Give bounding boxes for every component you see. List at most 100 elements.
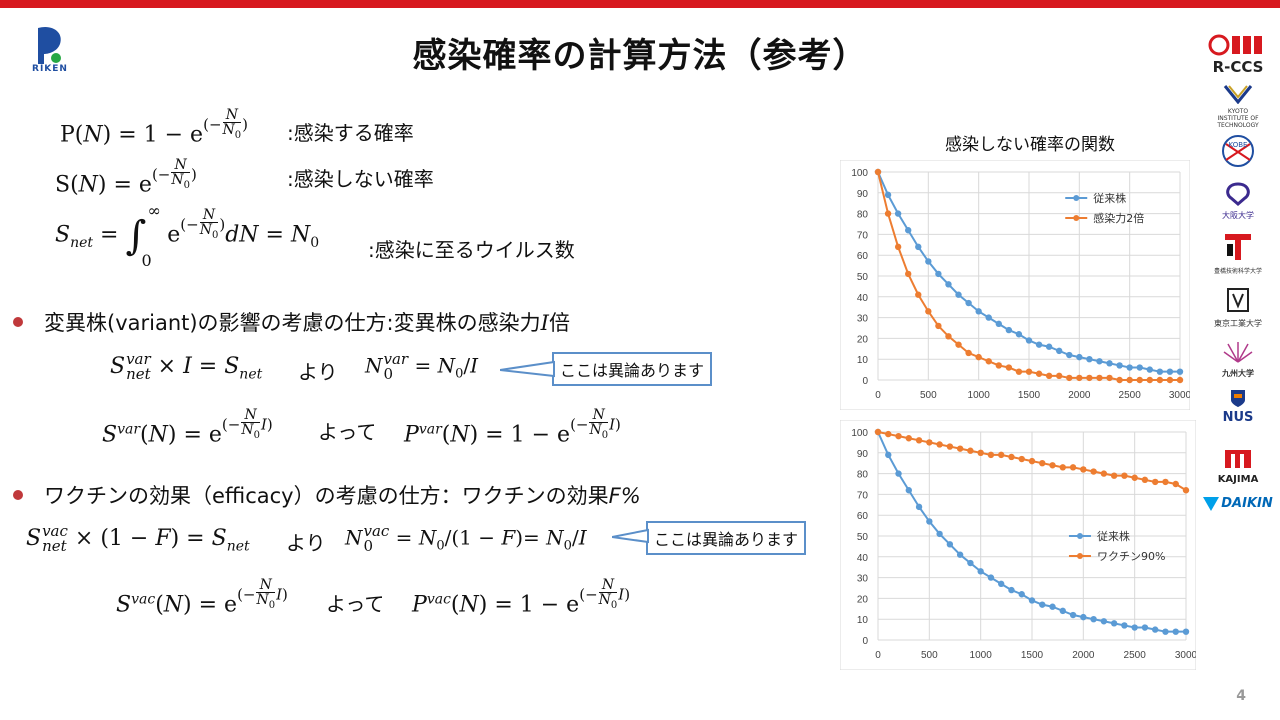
data-point bbox=[1015, 331, 1023, 338]
data-point bbox=[1176, 376, 1184, 384]
bullet-dot bbox=[13, 317, 23, 327]
data-point bbox=[977, 449, 984, 456]
data-point bbox=[935, 322, 942, 330]
s-label: :感染しない確率 bbox=[287, 167, 434, 191]
y-tick-label: 20 bbox=[857, 594, 869, 605]
data-point bbox=[1069, 611, 1077, 619]
osaka-logo-icon bbox=[1226, 182, 1250, 206]
data-point bbox=[935, 270, 942, 278]
bullet-vaccine: ワクチンの効果（efficacy）の考慮の仕方：ワクチンの効果F% bbox=[44, 484, 641, 508]
data-point bbox=[884, 191, 892, 199]
data-point bbox=[1049, 462, 1056, 469]
data-point bbox=[1100, 470, 1108, 477]
data-point bbox=[894, 210, 902, 217]
equation-p: P(N) = 1 − e(− N N0) bbox=[60, 107, 248, 148]
data-point bbox=[1035, 370, 1043, 377]
data-point bbox=[1066, 351, 1073, 359]
data-point bbox=[926, 518, 933, 525]
y-tick-label: 20 bbox=[857, 334, 869, 345]
data-point bbox=[1162, 478, 1169, 486]
logo-daikin: DAIKIN bbox=[1198, 496, 1278, 511]
data-point bbox=[1076, 374, 1083, 382]
titech-logo-text: 東京工業大学 bbox=[1214, 319, 1262, 328]
data-point bbox=[1100, 618, 1108, 625]
data-point bbox=[1182, 487, 1190, 494]
data-point bbox=[1156, 376, 1164, 384]
kyoto-logo-icon bbox=[1223, 85, 1253, 105]
logo-toyohashi: 豊橋技術科学大学 bbox=[1196, 232, 1280, 275]
data-point bbox=[1025, 337, 1033, 344]
data-point bbox=[956, 445, 964, 452]
data-point bbox=[1059, 607, 1066, 615]
daikin-logo-text: DAIKIN bbox=[1221, 496, 1273, 511]
data-point bbox=[967, 559, 974, 567]
logo-rccs: R-CCS bbox=[1196, 34, 1280, 76]
equation-s: S(N) = e(− N N0) bbox=[55, 157, 197, 198]
data-point bbox=[915, 291, 922, 298]
x-tick-label: 3000 bbox=[1169, 390, 1190, 401]
nus-logo-text: NUS bbox=[1222, 410, 1254, 425]
data-point bbox=[1045, 343, 1053, 350]
data-point bbox=[874, 168, 882, 176]
x-tick-label: 1000 bbox=[970, 650, 993, 661]
x-tick-label: 0 bbox=[875, 650, 881, 661]
data-point bbox=[1045, 372, 1053, 380]
y-tick-label: 100 bbox=[851, 428, 868, 439]
yotte-text-1: よって bbox=[318, 420, 377, 444]
chart-title: 感染しない確率の関数 bbox=[945, 135, 1115, 155]
data-point bbox=[998, 451, 1005, 459]
x-tick-label: 2500 bbox=[1124, 650, 1147, 661]
kajima-logo-text: KAJIMA bbox=[1217, 474, 1259, 485]
data-point bbox=[995, 362, 1002, 369]
data-point bbox=[1056, 372, 1063, 380]
kyushu-logo-icon bbox=[1223, 342, 1253, 363]
kyushu-logo-text: 九州大学 bbox=[1222, 369, 1254, 378]
yori-text-1: より bbox=[298, 360, 338, 384]
data-point bbox=[1166, 376, 1174, 384]
slide-title: 感染確率の計算方法（参考） bbox=[412, 36, 868, 76]
logo-kyoto: KYOTO INSTITUTE OF TECHNOLOGY bbox=[1196, 84, 1280, 129]
legend-marker bbox=[1073, 215, 1080, 221]
data-point bbox=[895, 432, 902, 440]
data-point bbox=[1166, 368, 1174, 375]
data-point bbox=[1116, 376, 1123, 384]
data-point bbox=[977, 568, 984, 575]
data-point bbox=[905, 227, 912, 234]
data-point bbox=[955, 291, 962, 298]
data-point bbox=[1049, 603, 1056, 610]
data-point bbox=[995, 320, 1002, 328]
y-tick-label: 80 bbox=[857, 210, 869, 221]
rccs-logo-text: R-CCS bbox=[1212, 58, 1264, 76]
data-point bbox=[1182, 628, 1190, 635]
bullet-variant: 変異株(variant)の影響の考慮の仕方:変異株の感染力I倍 bbox=[44, 311, 570, 335]
y-tick-label: 30 bbox=[857, 574, 869, 585]
x-tick-label: 500 bbox=[920, 390, 937, 401]
y-tick-label: 90 bbox=[857, 189, 869, 200]
x-tick-label: 500 bbox=[921, 650, 938, 661]
data-point bbox=[1018, 591, 1025, 598]
rccs-logo-icon bbox=[1208, 34, 1262, 56]
riken-logo-text: RIKEN bbox=[32, 64, 68, 74]
logo-titech: 東京工業大学 bbox=[1196, 286, 1280, 329]
data-point bbox=[998, 580, 1005, 588]
titech-logo-icon bbox=[1227, 288, 1249, 312]
data-point bbox=[987, 574, 995, 581]
logo-kajima: KAJIMA bbox=[1196, 446, 1280, 485]
data-point bbox=[1110, 620, 1118, 627]
riken-logo-icon bbox=[38, 26, 61, 65]
data-point bbox=[1056, 347, 1063, 355]
y-tick-label: 50 bbox=[857, 272, 869, 283]
data-point bbox=[1146, 376, 1153, 384]
data-point bbox=[975, 353, 982, 361]
data-point bbox=[1080, 613, 1087, 621]
data-point bbox=[985, 314, 992, 321]
data-point bbox=[956, 551, 964, 558]
y-tick-label: 40 bbox=[857, 553, 869, 564]
data-point bbox=[1069, 464, 1077, 471]
kobe-logo-text: KOBE bbox=[1229, 141, 1248, 149]
data-point bbox=[915, 503, 923, 511]
bullet-dot bbox=[13, 490, 23, 500]
data-point bbox=[1080, 466, 1087, 473]
